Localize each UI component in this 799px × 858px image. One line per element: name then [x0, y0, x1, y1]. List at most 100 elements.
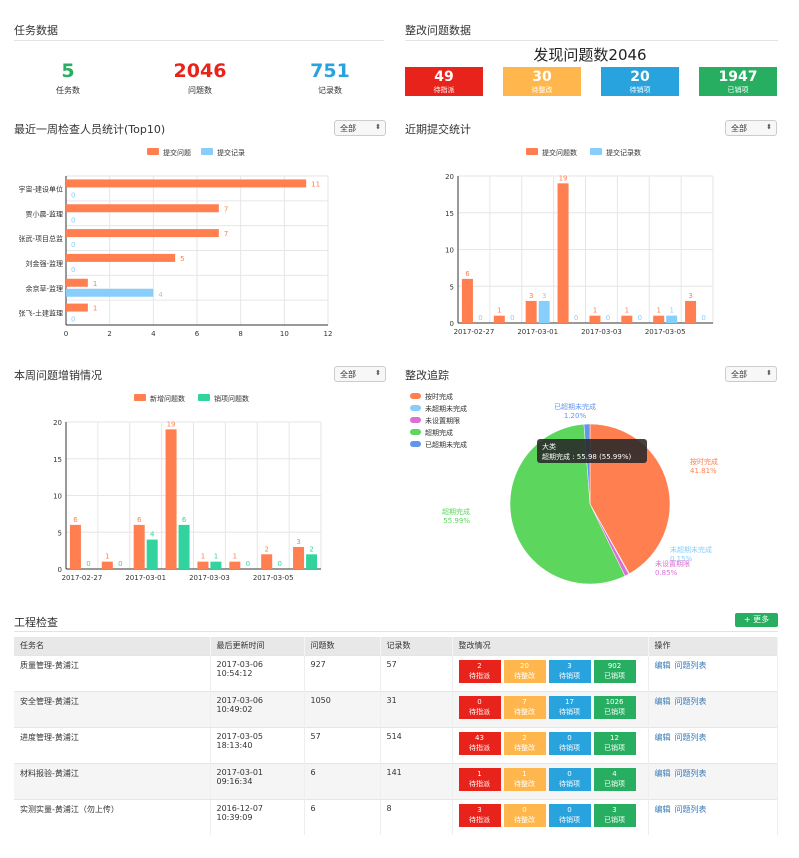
data-label: 3: [529, 292, 533, 300]
stat-closed[interactable]: 1947 已销项: [699, 67, 777, 96]
issue-count: 57: [304, 726, 381, 763]
recent-filter-select[interactable]: 全部 ⬍: [725, 120, 777, 136]
tooltip-title: 大类: [542, 442, 556, 451]
stat-pending-assign[interactable]: 49 待指派: [405, 67, 483, 96]
badge-value: 0: [567, 733, 572, 742]
badge-label: 已销项: [604, 779, 625, 788]
data-label: 1: [625, 307, 629, 315]
updated-time: 2017-03-06 10:49:02: [210, 690, 305, 727]
status-badge[interactable]: 3 待指派: [458, 803, 501, 827]
badge-label: 待销项: [559, 779, 580, 788]
slice-label: 已超期未完成: [554, 402, 596, 411]
issue-list-link[interactable]: 问题列表: [674, 696, 707, 706]
badge-value: 43: [475, 733, 484, 742]
legend-label: 新增问题数: [150, 394, 185, 403]
legend-swatch: [410, 417, 421, 423]
badge-value: 0: [522, 805, 527, 814]
status-badge[interactable]: 43 待指派: [458, 731, 501, 755]
stat-label: 待销项: [629, 86, 651, 94]
status-badge[interactable]: 0 待销项: [548, 803, 591, 827]
edit-link[interactable]: 编辑: [654, 804, 671, 814]
badge-value: 4: [612, 769, 617, 778]
bar: [261, 554, 273, 569]
tooltip-box: [537, 439, 647, 463]
col-task-name: 任务名: [14, 637, 211, 655]
issue-list-link[interactable]: 问题列表: [674, 768, 707, 778]
recent-submit-title: 近期提交统计: [405, 123, 471, 136]
badge-label: 已销项: [604, 707, 625, 716]
x-tick-label: 2: [107, 330, 111, 338]
data-label: 4: [158, 291, 163, 299]
status-badge[interactable]: 3 待销项: [548, 659, 591, 683]
data-label: 4: [150, 531, 155, 539]
badge-label: 已销项: [604, 815, 625, 824]
badge-value: 0: [567, 805, 572, 814]
legend-swatch: [201, 148, 213, 155]
data-label: 1: [93, 280, 97, 288]
legend-label: 提交问题数: [542, 148, 577, 157]
status-badge[interactable]: 2 待整改: [503, 731, 546, 755]
x-tick-label: 2017-03-01: [517, 328, 558, 336]
status-badge[interactable]: 17 待销项: [548, 695, 591, 719]
status-badge[interactable]: 20 待整改: [503, 659, 546, 683]
data-label: 1: [105, 553, 109, 561]
y-tick-label: 张武-项目总监: [18, 234, 63, 243]
badge-label: 待整改: [514, 707, 535, 716]
status-badge[interactable]: 3 已销项: [593, 803, 636, 827]
status-badge[interactable]: 902 已销项: [593, 659, 636, 683]
legend-label: 提交问题: [163, 148, 191, 157]
status-badge[interactable]: 7 待整改: [503, 695, 546, 719]
stat-pending-rectify[interactable]: 30 待整改: [503, 67, 581, 96]
x-tick-label: 12: [324, 330, 333, 338]
status-badge[interactable]: 4 已销项: [593, 767, 636, 791]
status-badge[interactable]: 0 待整改: [503, 803, 546, 827]
status-badge[interactable]: 1 待整改: [503, 767, 546, 791]
badge-label: 待整改: [514, 815, 535, 824]
task-name: 质量管理-黄浦江: [14, 654, 211, 691]
issue-count: 927: [304, 654, 381, 691]
x-tick-label: 6: [195, 330, 200, 338]
data-label: 0: [701, 314, 705, 322]
slice-label: 未设置期限: [655, 559, 690, 568]
bar: [66, 179, 307, 188]
more-button[interactable]: + 更多: [735, 613, 778, 627]
status-badge[interactable]: 0 待指派: [458, 695, 501, 719]
task-name: 实测实量-黄浦江（勿上传）: [14, 798, 211, 835]
slice-percent: 0.85%: [655, 569, 678, 577]
updown-icon: ⬍: [375, 123, 381, 131]
edit-link[interactable]: 编辑: [654, 696, 671, 706]
status-badge[interactable]: 12 已销项: [593, 731, 636, 755]
col-issues: 问题数: [304, 637, 381, 655]
issue-list-link[interactable]: 问题列表: [674, 660, 707, 670]
badge-label: 待整改: [514, 671, 535, 680]
bar: [178, 524, 190, 569]
status-badge[interactable]: 1026 已销项: [593, 695, 636, 719]
data-label: 1: [214, 553, 218, 561]
tracking-filter-select[interactable]: 全部 ⬍: [725, 366, 777, 382]
y-tick-label: 15: [445, 210, 454, 218]
badge-label: 待指派: [469, 707, 490, 716]
issue-list-link[interactable]: 问题列表: [674, 732, 707, 742]
y-tick-label: 10: [53, 493, 62, 501]
data-label: 7: [224, 230, 228, 238]
status-badge[interactable]: 2 待指派: [458, 659, 501, 683]
status-badge[interactable]: 1 待指派: [458, 767, 501, 791]
inspector-filter-select[interactable]: 全部 ⬍: [334, 120, 386, 136]
col-updated: 最后更新时间: [210, 637, 305, 655]
edit-link[interactable]: 编辑: [654, 768, 671, 778]
badge-label: 待指派: [469, 743, 490, 752]
status-badge[interactable]: 0 待销项: [548, 731, 591, 755]
status-badge[interactable]: 0 待销项: [548, 767, 591, 791]
stat-value: 49: [434, 69, 454, 85]
weekly-filter-select[interactable]: 全部 ⬍: [334, 366, 386, 382]
edit-link[interactable]: 编辑: [654, 660, 671, 670]
bar: [557, 183, 569, 323]
edit-link[interactable]: 编辑: [654, 732, 671, 742]
legend-swatch: [590, 148, 602, 155]
stat-pending-close[interactable]: 20 待销项: [601, 67, 679, 96]
bar: [210, 561, 222, 569]
badge-value: 0: [567, 769, 572, 778]
issue-list-link[interactable]: 问题列表: [674, 804, 707, 814]
x-tick-label: 2017-03-03: [189, 574, 230, 582]
bar: [133, 524, 145, 569]
